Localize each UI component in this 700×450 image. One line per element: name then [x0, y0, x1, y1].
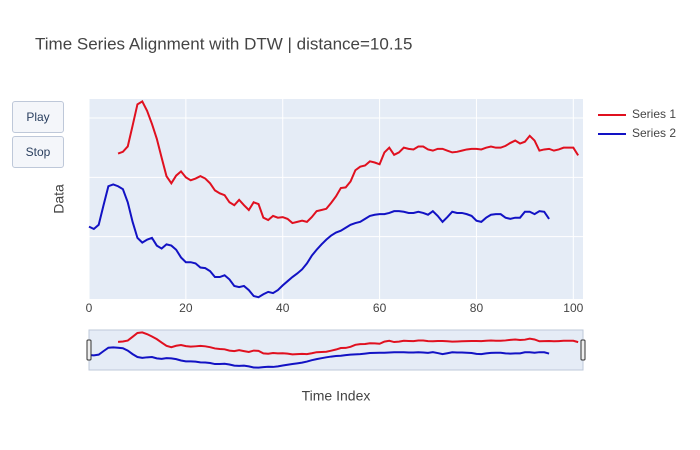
legend-label: Series 1	[632, 107, 676, 121]
x-tick-label: 60	[373, 301, 387, 315]
x-tick-label: 80	[470, 301, 484, 315]
y-axis-label: Data	[51, 184, 67, 214]
plot-background	[89, 99, 583, 299]
slider-line	[88, 346, 550, 369]
x-tick-label: 20	[179, 301, 193, 315]
x-tick-label: 100	[563, 301, 583, 315]
slider-line	[117, 331, 579, 356]
series-line	[88, 183, 550, 299]
stop-button[interactable]: Stop	[12, 136, 64, 168]
slider-handle	[86, 339, 92, 361]
x-axis-label: Time Index	[302, 388, 371, 404]
chart-title: Time Series Alignment with DTW | distanc…	[35, 34, 412, 53]
series-line	[117, 99, 580, 225]
play-button[interactable]: Play	[12, 101, 64, 133]
slider-handle	[580, 339, 586, 361]
legend-label: Series 2	[632, 126, 676, 140]
x-tick-label: 0	[86, 301, 93, 315]
x-tick-label: 40	[276, 301, 290, 315]
